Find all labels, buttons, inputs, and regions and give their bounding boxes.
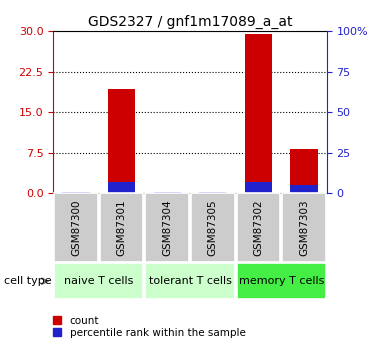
Bar (191, 193, 235, 262)
Bar (290, 149, 318, 193)
Bar (245, 34, 272, 193)
Text: GSM87304: GSM87304 (162, 199, 172, 256)
Text: GSM87303: GSM87303 (299, 199, 309, 256)
Bar (54, 263, 144, 299)
Text: cell type: cell type (4, 276, 51, 286)
Text: naive T cells: naive T cells (64, 276, 133, 286)
Bar (236, 193, 280, 262)
Bar (245, 181, 272, 193)
Bar (100, 193, 144, 262)
Text: GSM87305: GSM87305 (208, 199, 218, 256)
Text: GSM87300: GSM87300 (71, 199, 81, 256)
Legend: count, percentile rank within the sample: count, percentile rank within the sample (51, 314, 247, 340)
Bar (145, 193, 189, 262)
Text: memory T cells: memory T cells (239, 276, 324, 286)
Bar (145, 263, 235, 299)
Bar (108, 182, 135, 193)
Text: tolerant T cells: tolerant T cells (149, 276, 231, 286)
Text: GSM87301: GSM87301 (117, 199, 127, 256)
Bar (54, 193, 98, 262)
Bar (236, 263, 326, 299)
Bar (108, 89, 135, 193)
Text: GSM87302: GSM87302 (253, 199, 263, 256)
Title: GDS2327 / gnf1m17089_a_at: GDS2327 / gnf1m17089_a_at (88, 14, 292, 29)
Bar (282, 193, 326, 262)
Bar (290, 185, 318, 193)
